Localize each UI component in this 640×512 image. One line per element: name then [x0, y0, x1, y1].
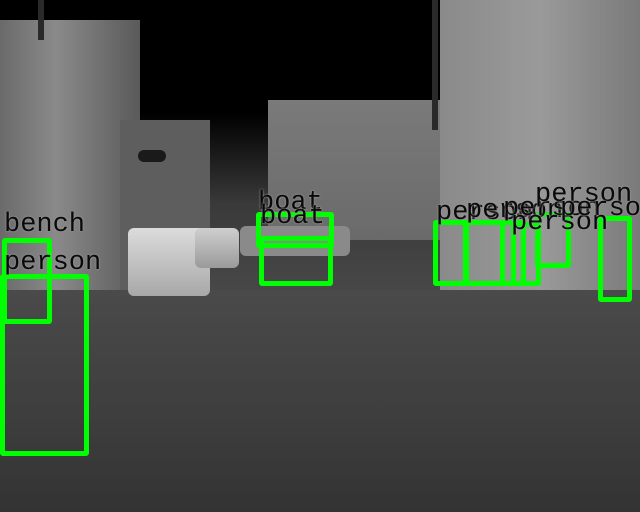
detection-box — [463, 220, 505, 286]
detection-label: person — [511, 208, 609, 238]
detection-label: person — [466, 196, 564, 226]
detection-box — [535, 212, 571, 268]
detection-box — [0, 274, 89, 456]
parked-car — [195, 228, 239, 268]
detection-label: boat — [258, 188, 323, 218]
detection-label: person — [535, 180, 633, 210]
detection-label: person — [560, 194, 640, 224]
left-building — [0, 20, 140, 320]
left-pole — [38, 0, 44, 40]
road — [0, 290, 640, 512]
detection-label: boat — [260, 202, 325, 232]
detection-label: person — [503, 194, 601, 224]
detection-box — [259, 236, 333, 286]
detection-box — [598, 216, 632, 302]
detection-label: person — [4, 248, 102, 278]
utility-pole — [432, 0, 438, 130]
traffic-light — [138, 150, 166, 162]
detection-label: person — [436, 198, 534, 228]
detection-label: bench — [4, 210, 86, 240]
detection-box — [256, 212, 334, 248]
